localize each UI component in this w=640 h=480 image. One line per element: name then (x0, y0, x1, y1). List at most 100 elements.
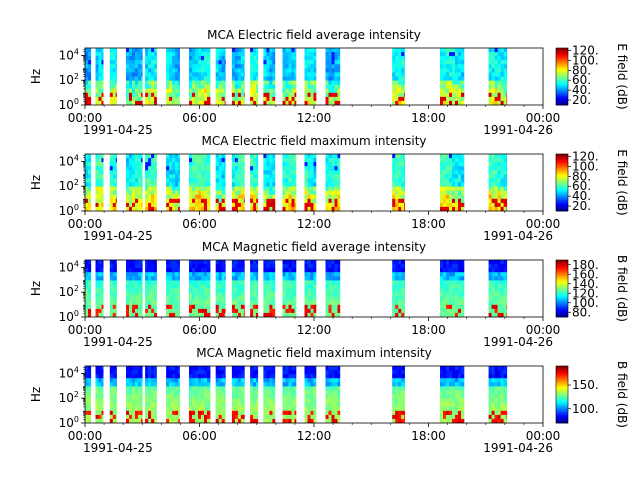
y-tick-label: 100 (59, 309, 79, 324)
colorbar-step (556, 282, 568, 285)
x-tick-label: 06:00 (182, 429, 217, 443)
colorbar-step (556, 289, 568, 292)
colorbar-tick-label: 150. (572, 378, 599, 392)
data-segment (488, 260, 508, 317)
panel-4: MCA Magnetic field maximum intensity 100 1… (29, 346, 629, 455)
x-tick-label: 18:00 (411, 429, 446, 443)
colorbar-step (556, 92, 568, 94)
spectrogram (85, 154, 508, 211)
data-segment (189, 48, 211, 105)
colorbar-step (556, 387, 568, 390)
colorbar-step (556, 391, 568, 394)
data-segment (263, 260, 276, 317)
data-segment (126, 366, 143, 423)
colorbar-step (556, 49, 568, 52)
colorbar-step (556, 155, 568, 158)
colorbar-step (556, 165, 568, 168)
y-axis-label: Hz (29, 281, 43, 296)
colorbar: 20.40.60.80.100.120. E field (dB) (555, 43, 629, 110)
panel-2: MCA Electric field maximum intensity 100 1… (29, 134, 629, 243)
panel-title: MCA Electric field maximum intensity (201, 134, 426, 148)
data-segment (250, 154, 259, 211)
colorbar-label: E field (dB) (615, 43, 629, 109)
colorbar-step (556, 168, 568, 171)
colorbar-step (556, 169, 568, 172)
data-segment (95, 366, 104, 423)
y-axis-label: Hz (29, 69, 43, 84)
data-segment (126, 154, 143, 211)
colorbar-step (556, 287, 568, 289)
colorbar-step (556, 195, 568, 198)
data-segment (231, 48, 245, 105)
colorbar-step (556, 99, 568, 102)
colorbar-step (556, 201, 568, 203)
x-end-date: 1991-04-26 (483, 229, 553, 243)
colorbar-tick-label: 100. (572, 402, 599, 416)
data-segment (488, 154, 508, 211)
colorbar-tick-label: 80. (572, 63, 591, 77)
y-tick-label: 104 (59, 153, 79, 168)
colorbar-step (556, 394, 568, 397)
colorbar-step (556, 272, 568, 275)
colorbar-step (556, 291, 568, 294)
x-tick-label: 06:00 (182, 217, 217, 231)
colorbar-step (556, 309, 568, 312)
colorbar-step (556, 314, 568, 316)
colorbar-step (556, 209, 568, 212)
colorbar-label: B field (dB) (615, 255, 629, 322)
colorbar-step (556, 63, 568, 66)
colorbar-step (556, 189, 568, 192)
data-segment (392, 260, 405, 317)
data-segment (166, 260, 180, 317)
colorbar-step (556, 374, 568, 377)
data-segment (189, 260, 211, 317)
spectrogram (85, 48, 508, 105)
colorbar: 80.100.120.140.160.180. B field (dB) (555, 255, 629, 322)
data-segment (126, 260, 143, 317)
data-segment (85, 154, 92, 211)
data-segment (282, 260, 297, 317)
colorbar-step (556, 193, 568, 196)
data-segment (282, 366, 297, 423)
colorbar-step (556, 308, 568, 311)
colorbar-step (556, 366, 568, 368)
colorbar-step (556, 418, 568, 421)
colorbar-step (556, 79, 568, 82)
colorbar-step (556, 199, 568, 202)
colorbar-step (556, 378, 568, 381)
colorbar-step (556, 83, 568, 86)
colorbar-tick-label: 120. (572, 43, 599, 57)
data-segment (166, 366, 180, 423)
y-tick-label: 102 (59, 390, 79, 405)
colorbar-tick-label: 20. (572, 199, 591, 213)
colorbar-step (556, 198, 568, 201)
colorbar-step (556, 205, 568, 208)
data-segment (189, 154, 211, 211)
data-segment (231, 260, 245, 317)
y-tick-label: 100 (59, 203, 79, 218)
y-axis-label: Hz (29, 175, 43, 190)
colorbar-step (556, 388, 568, 391)
data-segment (189, 366, 211, 423)
colorbar-step (556, 181, 568, 183)
colorbar-step (556, 158, 568, 161)
colorbar-label: E field (dB) (615, 149, 629, 215)
data-segment (488, 48, 508, 105)
colorbar-step (556, 192, 568, 195)
data-segment (325, 48, 341, 105)
data-segment (145, 366, 157, 423)
x-tick-label: 00:00 (526, 111, 561, 125)
colorbar-step (556, 95, 568, 97)
x-tick-label: 00:00 (68, 217, 103, 231)
data-segment (95, 48, 104, 105)
data-segment (282, 154, 297, 211)
colorbar-step (556, 417, 568, 420)
colorbar-step (556, 173, 568, 176)
colorbar-step (556, 401, 568, 404)
colorbar-tick-label: 20. (572, 93, 591, 107)
data-segment (85, 366, 92, 423)
colorbar-step (556, 281, 568, 284)
colorbar-frame (555, 47, 569, 106)
data-segment (263, 48, 276, 105)
colorbar-step (556, 154, 568, 156)
